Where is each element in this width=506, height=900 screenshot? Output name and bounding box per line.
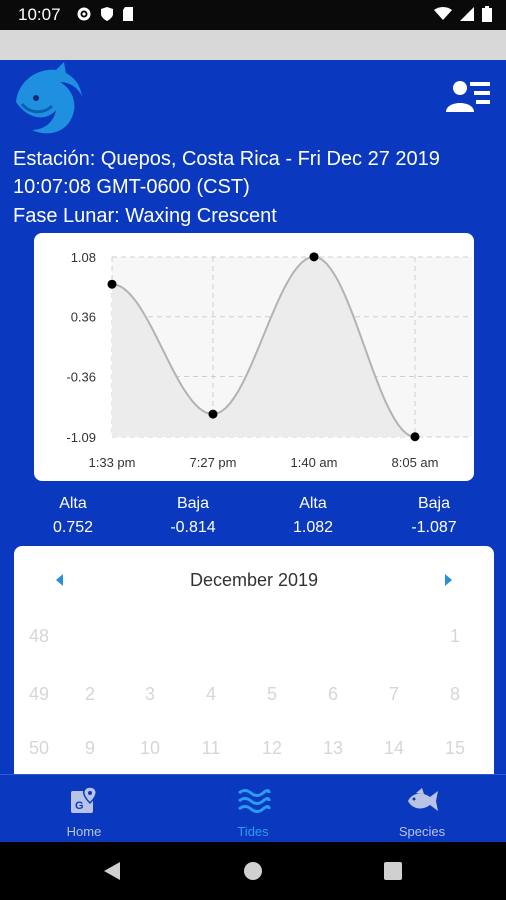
tide-entry: Baja -0.814 <box>148 492 238 540</box>
week-number: 48 <box>28 626 50 646</box>
calendar-day[interactable]: 15 <box>444 738 466 758</box>
station-info: Estación: Quepos, Costa Rica - Fri Dec 2… <box>13 148 440 198</box>
moon-phase: Fase Lunar: Waxing Crescent <box>13 205 277 227</box>
x-tick-label: 1:40 am <box>291 455 338 470</box>
y-tick-label: -0.36 <box>66 369 96 384</box>
calendar-day[interactable]: 1 <box>449 626 460 646</box>
fish-icon <box>408 788 438 811</box>
recents-icon[interactable] <box>384 862 402 880</box>
app-logo-icon <box>16 62 82 134</box>
calendar-day[interactable]: 6 <box>327 684 338 704</box>
calendar-day[interactable]: 8 <box>449 684 460 704</box>
tide-point <box>410 432 420 442</box>
waves-icon <box>238 789 271 813</box>
signal-icon <box>460 7 474 21</box>
calendar-day[interactable]: 13 <box>322 738 344 758</box>
nav-label: Home <box>66 824 102 839</box>
tide-type: Baja <box>176 495 210 512</box>
tide-point <box>208 409 218 419</box>
tide-summary: Alta 0.752 Baja -0.814 Alta 1.082 Baja -… <box>0 492 506 542</box>
week-number: 50 <box>28 738 50 758</box>
toolbar-band <box>0 30 506 60</box>
nav-label: Tides <box>237 824 269 839</box>
nav-species[interactable]: Species <box>338 775 506 843</box>
prev-month-button[interactable] <box>56 574 63 586</box>
status-bar: 10:07 <box>0 0 506 30</box>
calendar-day[interactable]: 14 <box>383 738 405 758</box>
calendar-month: December 2019 <box>189 570 319 590</box>
tide-value: -0.814 <box>170 519 216 536</box>
tide-value: 1.082 <box>292 519 334 536</box>
map-icon: G <box>71 786 97 813</box>
x-tick-label: 8:05 am <box>392 455 439 470</box>
bottom-nav: G Home Tides Species <box>0 774 506 842</box>
tide-area <box>112 256 415 437</box>
tide-point <box>309 252 319 262</box>
calendar-day[interactable]: 12 <box>261 738 283 758</box>
calendar-day[interactable]: 9 <box>84 738 95 758</box>
x-tick-label: 1:33 pm <box>89 455 136 470</box>
svg-text:G: G <box>75 800 84 812</box>
system-nav-bar <box>0 842 506 900</box>
calendar-day[interactable]: 3 <box>144 684 155 704</box>
tide-chart-card: 1.08 0.36 -0.36 -1.09 1:33 pm 7:27 pm 1:40 am 8… <box>34 233 474 481</box>
battery-icon <box>482 6 492 22</box>
calendar-day[interactable]: 5 <box>266 684 277 704</box>
week-number: 49 <box>28 684 50 704</box>
shield-icon <box>101 7 113 21</box>
tide-value: -1.087 <box>411 519 457 536</box>
tide-point <box>107 279 117 289</box>
calendar-day[interactable]: 4 <box>205 684 216 704</box>
tide-type: Alta <box>59 495 87 512</box>
y-tick-label: 1.08 <box>71 250 96 265</box>
gear-icon <box>77 7 91 21</box>
sd-card-icon <box>123 7 133 21</box>
nav-label: Species <box>398 824 446 839</box>
tide-value: 0.752 <box>52 519 94 536</box>
y-tick-label: -1.09 <box>66 430 96 445</box>
x-tick-label: 7:27 pm <box>190 455 237 470</box>
tide-entry: Alta 0.752 <box>28 492 118 540</box>
tide-entry: Alta 1.082 <box>268 492 358 540</box>
profile-list-button[interactable] <box>446 78 492 114</box>
home-icon[interactable] <box>243 861 263 881</box>
calendar: December 2019 48 1 49 2 3 4 5 6 7 8 50 9 10 11 12 13 14 1… <box>14 546 494 786</box>
status-time: 10:07 <box>18 5 61 24</box>
calendar-day[interactable]: 11 <box>201 738 221 758</box>
calendar-day[interactable]: 10 <box>139 738 161 758</box>
tides-screen: Estación: Quepos, Costa Rica - Fri Dec 2… <box>0 60 506 786</box>
nav-tides[interactable]: Tides <box>169 775 337 843</box>
back-icon[interactable] <box>102 861 122 881</box>
tide-line <box>111 255 416 438</box>
nav-home[interactable]: G Home <box>0 775 168 843</box>
y-tick-label: 0.36 <box>71 310 96 325</box>
tide-chart: 1.08 0.36 -0.36 -1.09 1:33 pm 7:27 pm 1:40 am 8… <box>66 250 472 470</box>
tide-type: Alta <box>299 495 327 512</box>
tide-entry: Baja -1.087 <box>389 492 479 540</box>
tide-type: Baja <box>417 495 451 512</box>
wifi-icon <box>434 7 452 20</box>
calendar-day[interactable]: 7 <box>388 684 399 704</box>
calendar-day[interactable]: 2 <box>84 684 95 704</box>
next-month-button[interactable] <box>445 574 452 586</box>
